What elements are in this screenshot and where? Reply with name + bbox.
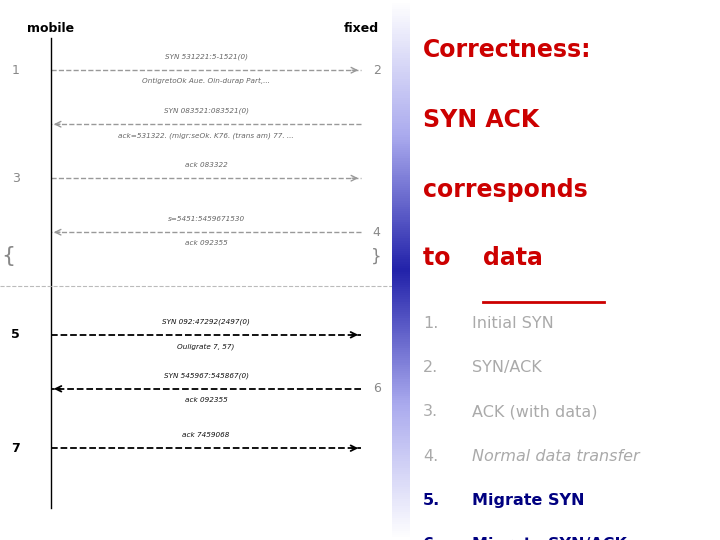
Text: 2.: 2.: [423, 360, 438, 375]
Text: s=5451:5459671530: s=5451:5459671530: [168, 217, 245, 222]
Text: Correctness:: Correctness:: [423, 38, 591, 62]
Text: }: }: [371, 247, 382, 266]
Text: 4: 4: [373, 226, 381, 239]
Text: 3.: 3.: [423, 404, 438, 420]
Text: 2: 2: [373, 64, 381, 77]
Text: 3: 3: [12, 172, 19, 185]
Text: OntigretoOk Aue. Oin-durap Part,...: OntigretoOk Aue. Oin-durap Part,...: [142, 78, 270, 84]
Text: SYN 083521:083521(0): SYN 083521:083521(0): [163, 108, 248, 114]
Text: 5.: 5.: [423, 493, 440, 508]
Text: ACK (with data): ACK (with data): [472, 404, 598, 420]
Text: ack 7459068: ack 7459068: [182, 433, 230, 438]
Text: data: data: [483, 246, 543, 269]
Text: ack=531322. (migr:seOk. K76. (trans am) 77. ...: ack=531322. (migr:seOk. K76. (trans am) …: [118, 132, 294, 139]
Text: ack 083322: ack 083322: [184, 163, 228, 168]
Text: corresponds: corresponds: [423, 178, 588, 202]
Text: to: to: [423, 246, 459, 269]
Text: 1: 1: [12, 64, 19, 77]
Text: ack 092355: ack 092355: [184, 240, 228, 246]
Text: 6.: 6.: [423, 537, 440, 540]
Text: SYN ACK: SYN ACK: [423, 108, 539, 132]
Text: 6: 6: [373, 382, 381, 395]
Text: 4.: 4.: [423, 449, 438, 464]
Text: SYN 531221:5-1521(0): SYN 531221:5-1521(0): [164, 54, 248, 60]
Text: Ouligrate 7, 57): Ouligrate 7, 57): [177, 343, 235, 349]
Text: Normal data transfer: Normal data transfer: [472, 449, 640, 464]
Text: Migrate SYN: Migrate SYN: [472, 493, 585, 508]
Text: SYN/ACK: SYN/ACK: [472, 360, 542, 375]
Text: mobile: mobile: [27, 22, 75, 35]
Text: SYN 545967:545867(0): SYN 545967:545867(0): [163, 373, 248, 379]
Text: 5: 5: [11, 328, 19, 341]
Text: Migrate SYN/ACK: Migrate SYN/ACK: [472, 537, 627, 540]
Text: {: {: [1, 246, 16, 267]
Text: ack 092355: ack 092355: [184, 397, 228, 403]
Text: Initial SYN: Initial SYN: [472, 316, 554, 331]
Text: 7: 7: [11, 442, 19, 455]
Text: 1.: 1.: [423, 316, 438, 331]
Text: SYN 092:47292(2497(0): SYN 092:47292(2497(0): [162, 319, 250, 325]
Text: fixed: fixed: [343, 22, 379, 35]
